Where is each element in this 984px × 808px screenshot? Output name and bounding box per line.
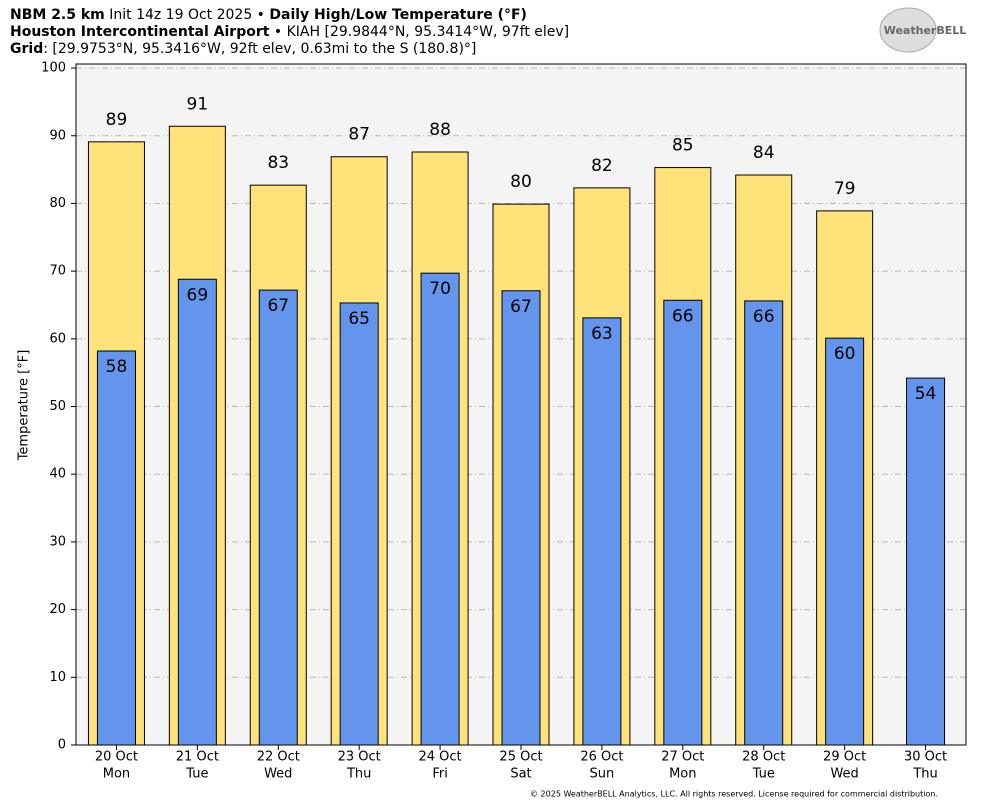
y-tick-label: 100 bbox=[41, 61, 66, 76]
low-label: 65 bbox=[348, 309, 370, 329]
low-label: 58 bbox=[106, 357, 128, 377]
high-label: 82 bbox=[591, 156, 613, 176]
low-label: 70 bbox=[429, 279, 451, 299]
x-tick-weekday: Mon bbox=[669, 767, 696, 782]
low-bar bbox=[177, 278, 217, 746]
y-tick-label: 10 bbox=[49, 670, 66, 685]
high-label: 83 bbox=[267, 153, 289, 173]
low-bar bbox=[582, 317, 622, 746]
x-tick-weekday: Mon bbox=[103, 767, 130, 782]
high-label: 89 bbox=[106, 110, 128, 130]
plot-frame bbox=[75, 63, 967, 746]
x-tick-weekday: Sat bbox=[510, 767, 531, 782]
low-bar bbox=[258, 289, 298, 746]
logo: WeatherBELL bbox=[884, 24, 967, 37]
low-bar bbox=[96, 350, 136, 746]
x-tick-weekday: Wed bbox=[264, 767, 292, 782]
x-tick-weekday: Sun bbox=[590, 767, 615, 782]
low-bar bbox=[906, 377, 946, 746]
x-tick-label: 23 Oct bbox=[338, 750, 381, 765]
y-tick-label: 80 bbox=[49, 196, 66, 211]
model: NBM 2.5 km bbox=[10, 7, 105, 23]
high-label: 84 bbox=[753, 143, 775, 163]
x-tick-label: 28 Oct bbox=[742, 750, 785, 765]
grid-label: Grid bbox=[10, 41, 43, 57]
station: Houston Intercontinental Airport bbox=[10, 24, 270, 40]
low-label: 67 bbox=[267, 296, 289, 316]
low-bar bbox=[663, 299, 703, 746]
y-tick-label: 0 bbox=[58, 738, 66, 753]
x-tick-weekday: Thu bbox=[912, 767, 937, 782]
low-bar bbox=[501, 290, 541, 746]
x-tick-weekday: Thu bbox=[346, 767, 371, 782]
x-tick-label: 20 Oct bbox=[95, 750, 138, 765]
x-tick-label: 27 Oct bbox=[661, 750, 704, 765]
y-tick-label: 20 bbox=[49, 602, 66, 617]
grid-info: : [29.9753°N, 95.3416°W, 92ft elev, 0.63… bbox=[43, 41, 476, 57]
x-tick-label: 24 Oct bbox=[419, 750, 462, 765]
x-tick-label: 29 Oct bbox=[823, 750, 866, 765]
header-line-3: Grid: [29.9753°N, 95.3416°W, 92ft elev, … bbox=[10, 41, 476, 57]
y-axis-label: Temperature [°F] bbox=[17, 350, 32, 462]
x-tick-label: 21 Oct bbox=[176, 750, 219, 765]
plot: 0 10 20 30 40 50 60 70 80 90 100 89 58 20 Oct Mon 91 69 2… bbox=[41, 61, 967, 782]
x-tick-weekday: Wed bbox=[830, 767, 858, 782]
x-tick-weekday: Fri bbox=[432, 767, 448, 782]
high-label: 87 bbox=[348, 125, 370, 145]
low-label: 63 bbox=[591, 324, 613, 344]
station-info: • KIAH [29.9844°N, 95.3414°W, 97ft elev] bbox=[274, 24, 569, 40]
y-tick-label: 60 bbox=[49, 331, 66, 346]
low-bar bbox=[339, 302, 379, 746]
x-tick-label: 22 Oct bbox=[257, 750, 300, 765]
high-label: 88 bbox=[429, 120, 451, 140]
low-bar bbox=[744, 300, 784, 746]
footer: © 2025 WeatherBELL Analytics, LLC. All r… bbox=[530, 790, 938, 799]
low-bar bbox=[825, 337, 865, 746]
chart-title: Daily High/Low Temperature (°F) bbox=[269, 7, 527, 23]
low-label: 66 bbox=[753, 307, 775, 327]
low-label: 60 bbox=[834, 344, 856, 364]
y-tick-label: 90 bbox=[49, 128, 66, 143]
x-tick-weekday: Tue bbox=[752, 767, 775, 782]
high-label: 79 bbox=[834, 179, 856, 199]
y-tick-label: 70 bbox=[49, 264, 66, 279]
y-tick-label: 30 bbox=[49, 534, 66, 549]
y-tick-label: 40 bbox=[49, 467, 66, 482]
init: Init 14z 19 Oct 2025 • bbox=[109, 7, 265, 23]
x-tick-weekday: Tue bbox=[185, 767, 208, 782]
logo-mark bbox=[879, 7, 937, 53]
y-tick-label: 50 bbox=[49, 399, 66, 414]
x-tick-label: 26 Oct bbox=[580, 750, 623, 765]
high-label: 85 bbox=[672, 136, 694, 156]
x-tick-label: 30 Oct bbox=[904, 750, 947, 765]
x-tick-label: 25 Oct bbox=[499, 750, 542, 765]
low-label: 67 bbox=[510, 297, 532, 317]
low-bar bbox=[420, 272, 460, 746]
low-label: 69 bbox=[187, 285, 209, 305]
header-line-2: Houston Intercontinental Airport • KIAH … bbox=[10, 24, 569, 40]
high-label: 91 bbox=[187, 94, 209, 114]
low-label: 66 bbox=[672, 306, 694, 326]
high-label: 80 bbox=[510, 172, 532, 192]
header-line-1: NBM 2.5 km Init 14z 19 Oct 2025 • Daily … bbox=[10, 7, 527, 23]
low-label: 54 bbox=[915, 384, 937, 404]
